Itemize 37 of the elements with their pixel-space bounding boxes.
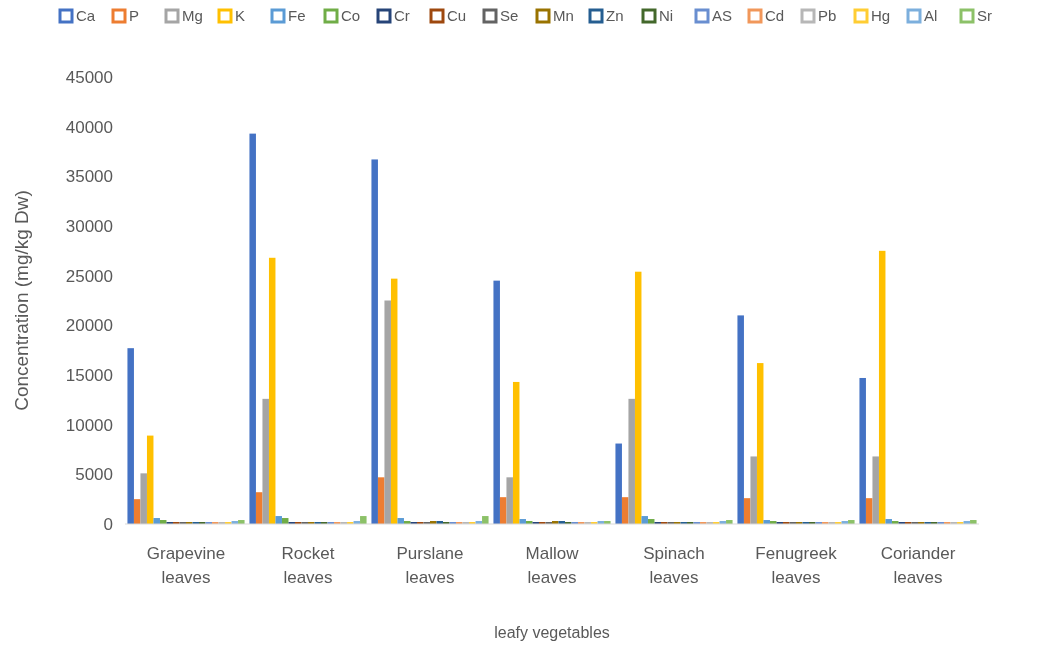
x-tick-label: Purslane leaves (396, 544, 464, 587)
legend-label: K (235, 7, 246, 25)
legend-label: Se (500, 7, 519, 25)
x-tick-label: Rocket leaves (281, 544, 335, 587)
y-tick-label: 45000 (65, 67, 113, 87)
legend-label: Hg (871, 7, 891, 25)
x-axis-title: leafy vegetables (494, 624, 610, 641)
legend-label: Cu (447, 7, 467, 25)
y-tick-label: 10000 (65, 415, 113, 435)
y-tick-label: 0 (103, 514, 113, 534)
y-tick-label: 25000 (65, 266, 113, 286)
x-tick-label: Mallow leaves (525, 544, 580, 587)
legend-label: Pb (818, 7, 837, 25)
x-tick-label: Grapevine leaves (146, 544, 226, 587)
legend-label: Mn (553, 7, 574, 25)
legend-label: Fe (288, 7, 306, 25)
y-tick-label: 15000 (65, 365, 113, 385)
legend-label: Ni (659, 7, 674, 25)
legend-label: Zn (606, 7, 624, 25)
x-tick-label: Coriander leaves (880, 544, 956, 587)
legend-label: Cd (765, 7, 785, 25)
y-tick-label: 5000 (75, 465, 113, 485)
x-tick-label: Spinach leaves (643, 544, 705, 587)
legend-label: Cr (394, 7, 410, 25)
y-tick-label: 40000 (65, 117, 113, 137)
legend-label: Sr (977, 7, 992, 25)
y-tick-label: 35000 (65, 167, 113, 187)
legend-label: Ca (76, 7, 96, 25)
y-tick-label: 20000 (65, 316, 113, 336)
legend-label: Al (924, 7, 938, 25)
legend-label: Co (341, 7, 361, 25)
legend-label: Mg (182, 7, 203, 25)
legend-label: P (129, 7, 140, 25)
x-tick-label: Fenugreek leaves (755, 544, 838, 587)
y-axis-title: Concentration (mg/kg Dw) (11, 190, 32, 411)
y-tick-label: 30000 (65, 216, 113, 236)
legend-label: AS (712, 7, 733, 25)
